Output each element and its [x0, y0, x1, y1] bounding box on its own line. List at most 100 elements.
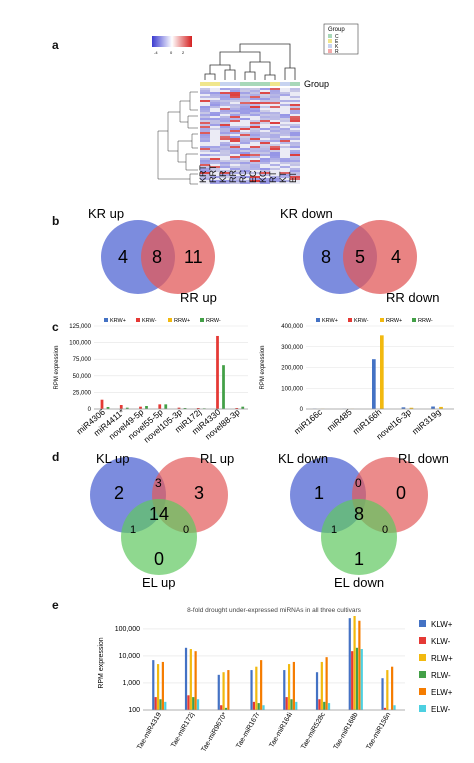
heatmap-cell: [210, 148, 220, 150]
heatmap-cell: [280, 144, 290, 146]
heatmap-cell: [220, 94, 230, 96]
heatmap-cell: [280, 90, 290, 92]
heatmap-cell: [230, 140, 240, 142]
heatmap-cell: [280, 140, 290, 142]
legend-label: KRW+: [110, 318, 126, 324]
heatmap-cell: [230, 130, 240, 132]
heatmap-cell: [280, 164, 290, 166]
venn-circle-rr-up: [141, 220, 215, 294]
heatmap-cell: [260, 122, 270, 124]
venn-count: 8: [321, 247, 331, 267]
heatmap-cell: [200, 124, 210, 126]
heatmap-cell: [290, 134, 300, 136]
heatmap-cell: [290, 164, 300, 166]
heatmap-cell: [200, 134, 210, 136]
heatmap-cell: [210, 130, 220, 132]
legend-swatch: [419, 637, 426, 644]
heatmap-cell: [260, 116, 270, 118]
heatmap-cell: [220, 126, 230, 128]
heatmap-cell: [290, 148, 300, 150]
heatmap-cell: [280, 88, 290, 90]
heatmap-cell: [260, 172, 270, 174]
category-label: miR485: [325, 407, 354, 434]
heatmap-cell: [250, 108, 260, 110]
bar: [220, 705, 223, 710]
heatmap-cell: [260, 130, 270, 132]
heatmap-cell: [200, 132, 210, 134]
venn-label: RL down: [398, 451, 449, 466]
heatmap-cell: [200, 110, 210, 112]
heatmap-cell: [260, 178, 270, 180]
bar: [351, 651, 354, 710]
heatmap-cell: [220, 158, 230, 160]
heatmap-cell: [240, 166, 250, 168]
bar: [184, 647, 188, 710]
venn-count: 0: [355, 476, 362, 490]
heatmap-cell: [270, 140, 280, 142]
heatmap-cell: [280, 130, 290, 132]
column-label: RRT: [208, 164, 218, 183]
heatmap-cell: [240, 94, 250, 96]
heatmap-cell: [290, 158, 300, 160]
heatmap-cell: [280, 126, 290, 128]
heatmap-cell: [200, 128, 210, 130]
heatmap-cell: [270, 150, 280, 152]
heatmap-cell: [220, 170, 230, 172]
heatmap-cell: [250, 120, 260, 122]
heatmap-cell: [220, 124, 230, 126]
panel-e-label: e: [52, 598, 59, 612]
bar: [295, 701, 298, 710]
heatmap-cell: [290, 182, 300, 184]
heatmap-cell: [210, 158, 220, 160]
heatmap-cell: [250, 94, 260, 96]
heatmap-cell: [270, 114, 280, 116]
heatmap-cell: [200, 116, 210, 118]
bar: [386, 670, 389, 710]
venn-b: KR up RR up 4 8 11 KR down RR down 8 5 4: [88, 206, 439, 305]
panel-d-label: d: [52, 450, 60, 464]
category-label: Tae-miR4319: [136, 711, 163, 751]
heatmap-cell: [280, 150, 290, 152]
category-label: Tae-miR172j: [170, 711, 196, 749]
group-legend-item: K: [335, 44, 339, 50]
heatmap-cell: [250, 126, 260, 128]
heatmap-cell: [200, 150, 210, 152]
bar: [383, 707, 387, 710]
heatmap-cell: [240, 126, 250, 128]
bar: [439, 406, 443, 409]
heatmap-cell: [290, 102, 300, 104]
heatmap-cell: [290, 160, 300, 162]
heatmap-cell: [210, 140, 220, 142]
heatmap-cell: [260, 128, 270, 130]
heatmap-cell: [280, 132, 290, 134]
heatmap-cell: [260, 154, 270, 156]
heatmap-cell: [230, 134, 240, 136]
heatmap-cell: [240, 142, 250, 144]
heatmap-cell: [280, 100, 290, 102]
heatmap-cell: [270, 172, 280, 174]
heatmap-cell: [250, 100, 260, 102]
heatmap-cell: [270, 168, 280, 170]
heatmap-cell: [240, 114, 250, 116]
legend-swatch: [316, 318, 320, 322]
heatmap-cell: [220, 102, 230, 104]
heatmap-cell: [260, 136, 270, 138]
heatmap-cell: [220, 108, 230, 110]
heatmap-cell: [230, 156, 240, 158]
heatmap-cell: [230, 164, 240, 166]
venn-label: KR up: [88, 206, 124, 221]
heatmap-cell: [250, 138, 260, 140]
group-legend-title: Group: [328, 27, 345, 33]
heatmap-cell: [240, 118, 250, 120]
bar: [196, 699, 200, 710]
legend-swatch: [419, 688, 426, 695]
heatmap-cell: [220, 156, 230, 158]
heatmap-cell: [230, 142, 240, 144]
bar: [152, 660, 155, 710]
heatmap-cell: [290, 150, 300, 152]
bar: [372, 359, 376, 409]
heatmap-cell: [260, 150, 270, 152]
heatmap-cell: [240, 96, 250, 98]
heatmap-cell: [250, 110, 260, 112]
legend-label: KRW+: [322, 318, 338, 324]
